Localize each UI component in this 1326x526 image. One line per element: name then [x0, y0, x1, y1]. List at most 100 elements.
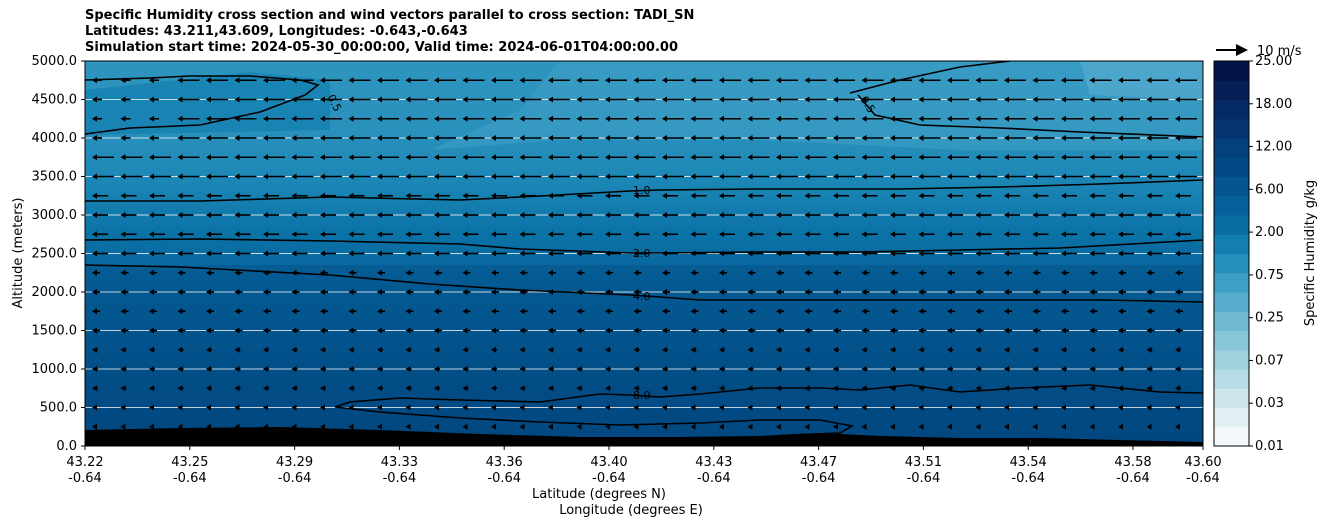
wind-arrow-head: [1175, 404, 1180, 411]
wind-arrow-head: [861, 96, 867, 103]
wind-arrow-head: [747, 192, 753, 199]
wind-arrow-head: [234, 385, 240, 392]
wind-arrow-head: [1146, 115, 1152, 122]
colorbar-tick-label: 0.25: [1255, 311, 1284, 326]
wind-arrow-head: [605, 212, 610, 218]
wind-arrow-head: [576, 308, 582, 315]
x-tick-label-lon: -0.64: [383, 471, 417, 486]
wind-arrow-head: [776, 423, 781, 430]
wind-arrow-head: [1032, 327, 1038, 334]
wind-arrow-head: [405, 250, 411, 257]
wind-arrow-head: [206, 212, 211, 218]
wind-arrow-head: [177, 135, 183, 141]
quiver-key-label: 10 m/s: [1257, 44, 1302, 59]
wind-arrow-head: [861, 115, 867, 122]
wind-arrow-head: [747, 327, 753, 334]
wind-arrow-head: [947, 385, 952, 392]
wind-arrow-head: [1061, 346, 1066, 353]
x-tick-label-lon: -0.64: [697, 471, 731, 486]
wind-arrow-head: [291, 366, 297, 372]
x-tick-label-lon: -0.64: [802, 471, 836, 486]
wind-arrow-head: [833, 269, 838, 276]
colorbar-tick-label: 18.00: [1255, 97, 1292, 112]
wind-arrow-head: [548, 308, 553, 315]
wind-arrow-head: [633, 192, 639, 199]
wind-arrow-head: [1089, 366, 1095, 372]
wind-arrow-head: [1175, 250, 1180, 257]
wind-arrow-head: [576, 231, 582, 238]
wind-arrow-head: [263, 212, 268, 218]
wind-arrow-head: [291, 231, 297, 238]
wind-arrow-head: [576, 173, 582, 180]
wind-arrow-head: [1175, 192, 1180, 199]
wind-arrow-head: [320, 289, 325, 295]
x-tick-label-lat: 43.58: [1114, 455, 1151, 470]
y-tick-label: 3000.0: [32, 208, 78, 223]
wind-arrow-head: [890, 404, 895, 411]
wind-arrow-head: [975, 385, 981, 392]
wind-arrow-head: [462, 154, 468, 161]
wind-arrow-head: [120, 173, 126, 180]
wind-arrow-head: [1175, 385, 1180, 392]
wind-arrow-head: [120, 404, 126, 411]
wind-arrow-head: [120, 115, 126, 122]
wind-arrow-head: [120, 250, 126, 257]
wind-arrow-head: [1146, 250, 1152, 257]
wind-arrow-head: [377, 346, 382, 353]
wind-arrow-head: [890, 135, 895, 141]
wind-arrow-head: [861, 173, 867, 180]
wind-arrow-head: [149, 327, 154, 334]
wind-arrow-head: [1146, 212, 1152, 218]
wind-arrow-head: [1146, 231, 1152, 238]
wind-arrow-head: [975, 231, 981, 238]
wind-arrow-head: [491, 96, 496, 103]
colorbar-label: Specific Humidity g/kg: [1303, 180, 1318, 326]
wind-arrow-head: [662, 404, 667, 411]
y-tick-label: 1000.0: [32, 362, 78, 377]
wind-arrow-head: [1089, 308, 1095, 315]
wind-arrow-head: [1004, 173, 1009, 180]
wind-arrow-head: [776, 77, 781, 84]
wind-arrow-head: [975, 404, 981, 411]
wind-arrow-head: [975, 269, 981, 276]
wind-arrow-head: [804, 77, 810, 84]
wind-arrow-head: [1175, 96, 1180, 103]
wind-arrow-head: [776, 366, 781, 372]
wind-arrow-head: [1089, 192, 1095, 199]
wind-arrow-head: [719, 135, 724, 141]
wind-arrow-head: [975, 250, 981, 257]
wind-arrow-head: [861, 366, 867, 372]
wind-arrow-head: [1146, 308, 1152, 315]
y-tick-label: 4000.0: [32, 131, 78, 146]
wind-arrow-head: [348, 385, 354, 392]
wind-arrow-head: [348, 173, 354, 180]
wind-arrow-head: [804, 289, 810, 295]
wind-arrow-head: [1089, 404, 1095, 411]
wind-arrow-head: [462, 269, 468, 276]
wind-arrow-head: [804, 404, 810, 411]
wind-arrow-head: [662, 346, 667, 353]
wind-arrow-head: [519, 346, 525, 353]
wind-arrow-head: [1118, 231, 1123, 238]
wind-arrow-head: [1061, 135, 1066, 141]
wind-arrow-head: [662, 154, 667, 161]
wind-arrow-head: [149, 289, 154, 295]
wind-arrow-head: [804, 366, 810, 372]
wind-arrow-head: [462, 404, 468, 411]
wind-arrow-head: [177, 154, 183, 161]
wind-arrow-head: [92, 154, 97, 161]
wind-arrow-head: [690, 212, 696, 218]
colorbar-segment: [1214, 195, 1249, 216]
wind-arrow-head: [377, 192, 382, 199]
wind-arrow-head: [975, 154, 981, 161]
wind-arrow-head: [206, 96, 211, 103]
wind-arrow-head: [491, 346, 496, 353]
wind-arrow-head: [576, 250, 582, 257]
wind-arrow-head: [918, 289, 924, 295]
wind-arrow-head: [206, 385, 211, 392]
wind-arrow-head: [576, 96, 582, 103]
wind-arrow-head: [1089, 231, 1095, 238]
wind-arrow-head: [120, 192, 126, 199]
wind-vectors: [92, 77, 1197, 430]
